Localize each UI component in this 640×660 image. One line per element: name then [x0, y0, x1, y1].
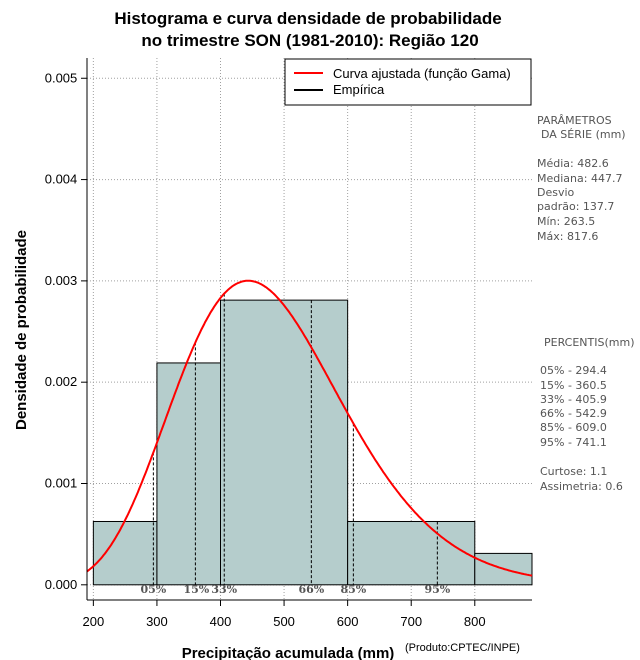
percentile-label: 66% — [298, 583, 324, 596]
product-credit: (Produto:CPTEC/INPE) — [405, 642, 520, 654]
percentiles-panel: PERCENTIS(mm) 05% - 294.4 15% - 360.5 33… — [540, 336, 635, 493]
x-ticks: 200 300 400 500 600 700 800 — [83, 600, 486, 629]
legend-box — [284, 58, 532, 106]
chart-title-line1: Histograma e curva densidade de probabil… — [114, 9, 501, 28]
legend: Curva ajustada (função Gama) Empírica — [284, 58, 532, 106]
x-tick-label: 300 — [146, 614, 168, 629]
histogram-bar — [92, 520, 158, 586]
gamma-curve-layer — [86, 279, 533, 577]
y-axis-label: Densidade de probabilidade — [13, 230, 30, 430]
percentile-label: 85% — [340, 583, 366, 596]
params-median: Mediana: 447.7 — [537, 172, 622, 185]
percentile-label: 95% — [424, 583, 450, 596]
params-subtitle: DA SÉRIE (mm) — [541, 128, 626, 141]
y-tick-label: 0.002 — [45, 374, 78, 389]
gamma-curve — [86, 279, 533, 577]
legend-curve-label: Curva ajustada (função Gama) — [333, 66, 511, 81]
y-tick-label: 0.004 — [45, 172, 78, 187]
percentile-95: 95% - 741.1 — [540, 436, 607, 449]
y-ticks: 0.000 0.001 0.002 0.003 0.004 0.005 — [45, 70, 87, 592]
percentile-label: 05% — [140, 583, 166, 596]
x-axis-label: Precipitação acumulada (mm) — [182, 645, 395, 660]
histogram-bar — [156, 362, 222, 586]
params-stddev-line1: Desvio — [537, 186, 575, 199]
x-tick-label: 800 — [464, 614, 486, 629]
parameters-panel: PARÂMETROS DA SÉRIE (mm) Média: 482.6 Me… — [537, 114, 626, 243]
percentile-33: 33% - 405.9 — [540, 393, 607, 406]
params-title: PARÂMETROS — [537, 114, 612, 127]
percentile-markers: 05% 15% 33% 66% 85% 95% — [140, 293, 451, 596]
y-tick-label: 0.001 — [45, 475, 78, 490]
percentile-85: 85% - 609.0 — [540, 421, 607, 434]
x-tick-label: 700 — [400, 614, 422, 629]
histogram-bars — [92, 299, 533, 586]
percentile-15: 15% - 360.5 — [540, 379, 607, 392]
x-tick-label: 400 — [210, 614, 232, 629]
percentile-05: 05% - 294.4 — [540, 364, 607, 377]
y-tick-label: 0.003 — [45, 273, 78, 288]
params-min: Mín: 263.5 — [537, 215, 595, 228]
x-tick-label: 600 — [337, 614, 359, 629]
params-stddev-line2: padrão: 137.7 — [537, 200, 614, 213]
skewness: Assimetria: 0.6 — [540, 480, 623, 493]
percentile-label: 15% — [184, 583, 210, 596]
kurtosis: Curtose: 1.1 — [540, 465, 607, 478]
y-tick-label: 0.000 — [45, 577, 78, 592]
params-max: Máx: 817.6 — [537, 230, 598, 243]
x-tick-label: 500 — [273, 614, 295, 629]
percentile-label: 33% — [211, 583, 237, 596]
histogram-bar — [220, 299, 349, 586]
histogram-bar — [347, 520, 476, 586]
percentile-66: 66% - 542.9 — [540, 407, 607, 420]
legend-empirical-label: Empírica — [333, 82, 385, 97]
percentiles-title: PERCENTIS(mm) — [544, 336, 635, 349]
x-tick-label: 200 — [83, 614, 105, 629]
params-mean: Média: 482.6 — [537, 157, 609, 170]
y-tick-label: 0.005 — [45, 70, 78, 85]
chart-title-line2: no trimestre SON (1981-2010): Região 120 — [141, 31, 478, 50]
